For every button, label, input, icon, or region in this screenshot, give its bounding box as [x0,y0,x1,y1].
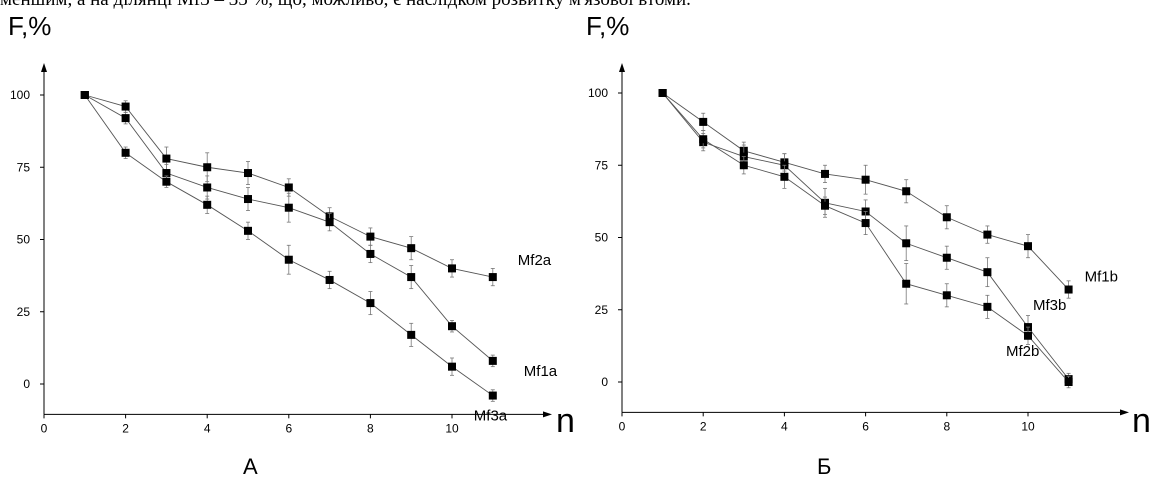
data-point [244,169,252,178]
x-tick-label: 2 [122,421,129,435]
series-label: Mf3a [474,408,508,425]
data-point [739,161,748,170]
data-point [658,89,667,97]
data-point [902,187,911,196]
y-tick-label: 25 [595,303,609,317]
series-label: Mf2a [518,252,552,269]
data-point [121,148,130,157]
series-label: Mf2b [1006,343,1039,360]
x-tick-label: 4 [204,421,211,435]
x-axis-arrow-icon [543,411,552,418]
data-point [942,253,951,262]
data-point [407,273,416,282]
y-tick-label: 50 [17,233,31,247]
data-point [162,169,171,178]
data-point [448,322,456,331]
data-point [366,299,375,308]
y-axis-arrow-icon [41,63,47,72]
data-point [162,177,171,186]
data-point [448,362,456,371]
data-point [366,232,375,241]
data-point [983,230,992,239]
data-point [1024,331,1032,340]
x-axis-title: n [556,402,575,440]
x-tick-label: 6 [285,421,292,435]
data-point [1024,242,1032,251]
x-tick-label: 8 [367,421,374,435]
y-axis-title: F,% [586,11,629,41]
data-point [407,244,416,253]
data-point [203,200,212,209]
data-point [821,201,829,210]
data-point [861,219,870,228]
data-point [80,91,89,99]
data-point [983,302,992,311]
y-axis-arrow-icon [619,63,625,72]
y-axis-title: F,% [8,11,51,41]
data-point [407,330,416,339]
data-point [488,273,497,282]
data-point [488,356,497,365]
data-point [366,249,375,258]
x-axis-title: n [1132,402,1151,440]
data-point [244,226,252,235]
data-point [284,203,293,212]
data-point [488,391,497,400]
data-point [983,268,992,277]
data-point [162,154,171,163]
data-point [942,291,951,300]
series-line [84,94,494,362]
y-tick-label: 50 [595,231,609,245]
x-tick-label: 2 [700,419,707,433]
panel-label: А [243,454,258,479]
y-tick-label: 100 [588,86,608,100]
y-tick-label: 75 [17,160,31,174]
data-point [821,169,829,178]
x-tick-label: 0 [41,421,48,435]
data-point [942,213,951,222]
data-point [1064,378,1073,386]
caption-fragment: меншим, а на ділянці Mf3 – 35 %, що, мож… [0,0,1153,11]
series-label: Mf1b [1085,269,1118,286]
data-point [861,175,870,184]
y-tick-label: 0 [23,377,30,391]
data-point [902,239,911,248]
data-point [699,135,708,144]
data-point [780,172,789,181]
data-point [902,279,911,288]
x-tick-label: 10 [445,421,459,435]
y-tick-label: 25 [17,305,31,319]
data-point [203,183,212,192]
data-point [1064,285,1073,294]
x-axis-arrow-icon [1120,409,1129,416]
data-point [244,195,252,204]
data-point [203,163,212,172]
x-tick-label: 6 [862,419,869,433]
y-tick-label: 100 [10,88,30,102]
data-point [325,275,334,284]
data-point [699,117,708,126]
data-point [284,255,293,264]
data-point [448,264,456,273]
x-tick-label: 10 [1021,419,1035,433]
panel-label: Б [817,454,831,479]
series-label: Mf3b [1033,297,1066,314]
y-tick-label: 0 [601,375,608,389]
data-point [121,114,130,123]
x-tick-label: 0 [619,419,626,433]
data-point [284,183,293,192]
data-point [325,218,334,227]
series-label: Mf1a [524,363,558,380]
x-tick-label: 4 [781,419,788,433]
x-tick-label: 8 [943,419,950,433]
data-point [121,102,130,111]
y-tick-label: 75 [595,158,609,172]
